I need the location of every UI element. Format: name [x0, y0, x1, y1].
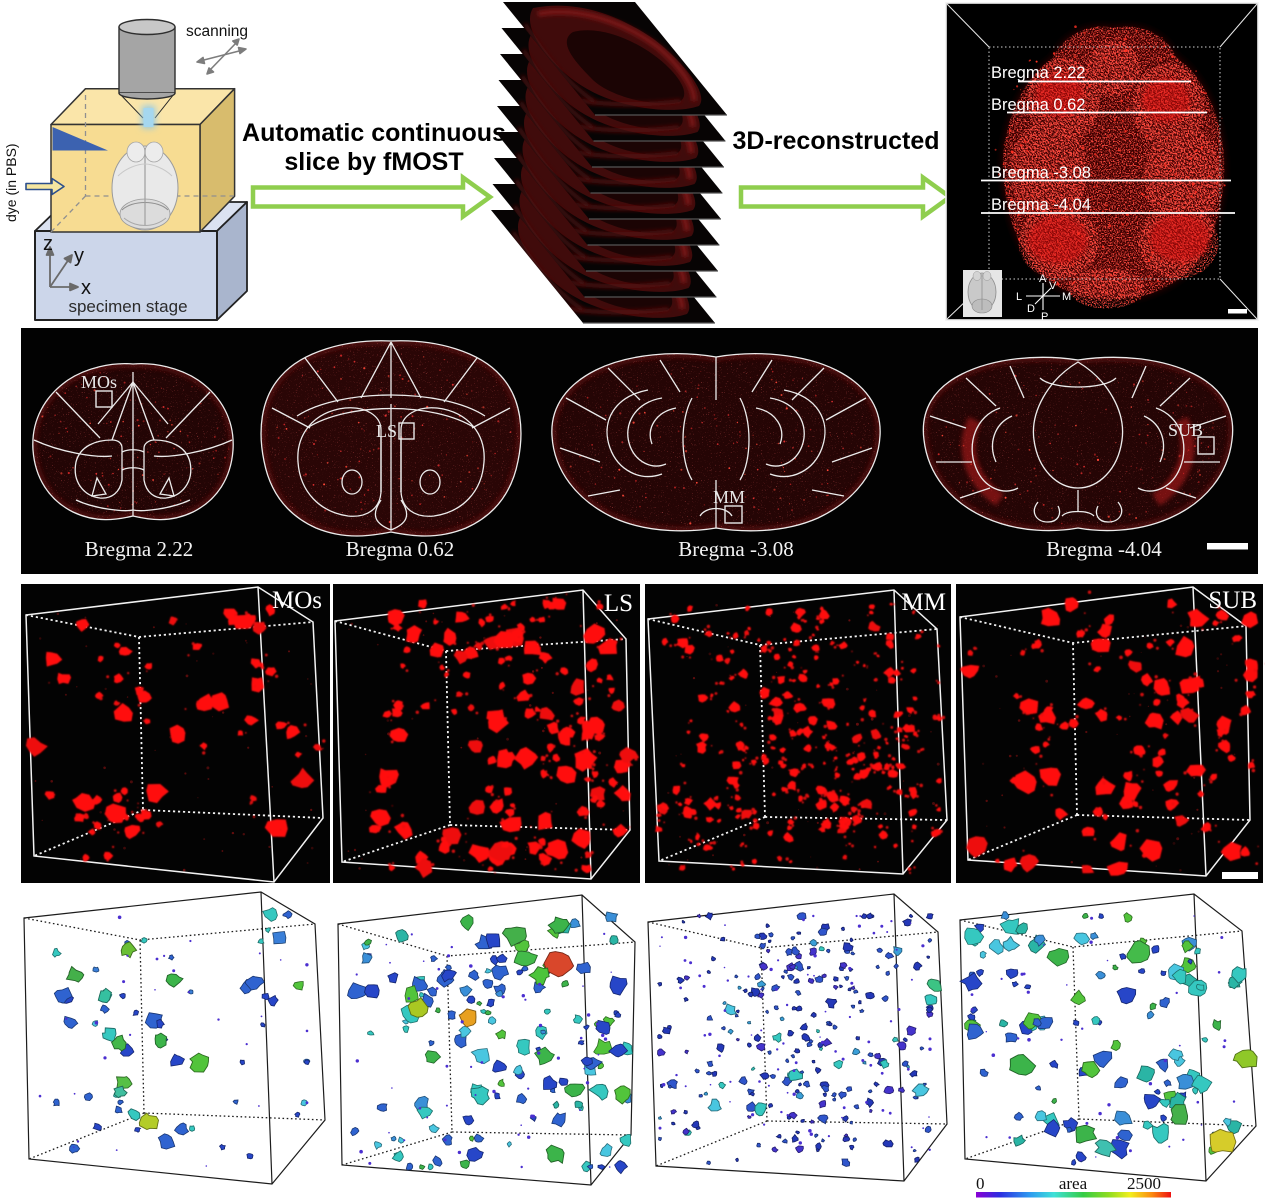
svg-text:Bregma 2.22: Bregma 2.22 [991, 64, 1085, 82]
svg-text:Automatic continuous: Automatic continuous [242, 119, 506, 147]
svg-text:Bregma 0.62: Bregma 0.62 [346, 537, 454, 561]
svg-text:SUB: SUB [1168, 420, 1203, 440]
svg-text:SUB: SUB [1208, 587, 1257, 614]
svg-text:Bregma -3.08: Bregma -3.08 [678, 537, 793, 561]
svg-text:specimen stage: specimen stage [68, 297, 187, 316]
svg-text:MM: MM [902, 589, 946, 616]
svg-text:M: M [1062, 291, 1071, 303]
svg-text:L: L [1016, 291, 1022, 303]
svg-text:LS: LS [376, 421, 397, 441]
svg-text:dye (in PBS): dye (in PBS) [3, 143, 19, 222]
svg-text:Bregma -4.04: Bregma -4.04 [991, 196, 1091, 214]
svg-text:D: D [1027, 303, 1035, 315]
svg-text:area: area [1059, 1174, 1088, 1193]
svg-text:Bregma -4.04: Bregma -4.04 [1046, 537, 1162, 561]
svg-text:Bregma 2.22: Bregma 2.22 [85, 537, 193, 561]
svg-text:MM: MM [713, 487, 745, 507]
svg-text:0: 0 [976, 1174, 985, 1193]
svg-text:LS: LS [604, 590, 633, 617]
svg-text:MOs: MOs [272, 587, 322, 614]
svg-text:3D-reconstructed: 3D-reconstructed [733, 127, 940, 155]
svg-text:Bregma -3.08: Bregma -3.08 [991, 164, 1091, 182]
svg-text:z: z [43, 233, 53, 255]
svg-text:MOs: MOs [81, 372, 117, 392]
svg-text:Bregma 0.62: Bregma 0.62 [991, 96, 1085, 114]
svg-text:y: y [74, 245, 84, 267]
svg-text:slice by fMOST: slice by fMOST [284, 148, 463, 176]
svg-text:V: V [1049, 280, 1057, 292]
svg-text:scanning: scanning [186, 23, 248, 40]
svg-text:x: x [81, 277, 91, 299]
svg-text:2500: 2500 [1127, 1174, 1161, 1193]
svg-text:A: A [1039, 273, 1047, 285]
svg-text:P: P [1041, 311, 1048, 323]
